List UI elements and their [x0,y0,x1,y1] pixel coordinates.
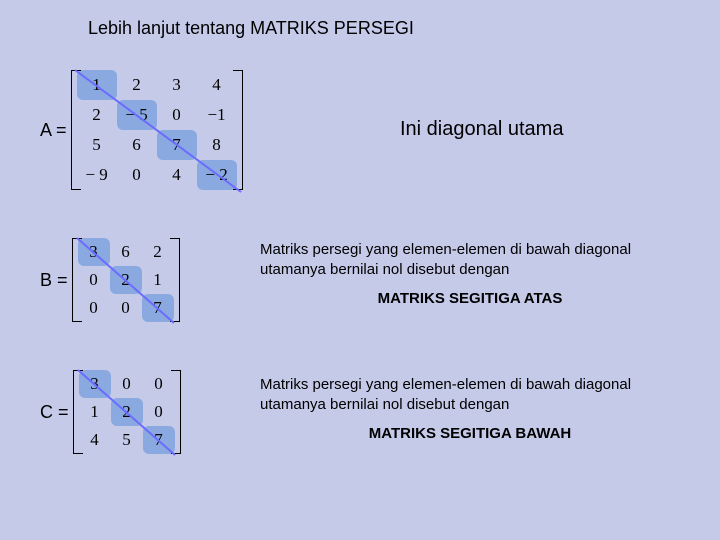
desc-b-main: Matriks persegi yang elemen-elemen di ba… [260,240,680,281]
matrix-cell: 0 [117,160,157,190]
page-title: Lebih lanjut tentang MATRIKS PERSEGI [88,18,414,39]
matrix-cell: − 9 [77,160,117,190]
matrix-cell: 5 [111,426,143,454]
matrix-cell: 0 [111,370,143,398]
desc-c-main: Matriks persegi yang elemen-elemen di ba… [260,375,680,416]
note-diagonal-utama: Ini diagonal utama [400,118,563,141]
matrix-cell: 4 [79,426,111,454]
matrix-b: 362021007 [78,238,174,322]
matrix-cell: 1 [77,70,117,100]
matrix-cell: 4 [197,70,237,100]
matrix-cell: 6 [110,238,142,266]
desc-b-sub: MATRIKS SEGITIGA ATAS [260,289,680,309]
matrix-a: 12342− 50−15678− 904− 2 [77,70,237,190]
matrix-cell: 3 [78,238,110,266]
matrix-cell: 8 [197,130,237,160]
matrix-cell: 0 [78,266,110,294]
matrix-cell: − 2 [197,160,237,190]
matrix-cell: 4 [157,160,197,190]
matrix-c-row: C = 300120457 [40,370,175,454]
matrix-c-label: C = [40,402,69,423]
matrix-cell: 2 [117,70,157,100]
bracket-right-icon [170,238,180,322]
bracket-left-icon [72,238,82,322]
matrix-a-label: A = [40,120,67,141]
desc-c-sub: MATRIKS SEGITIGA BAWAH [260,424,680,444]
matrix-cell: 0 [157,100,197,130]
matrix-cell: 5 [77,130,117,160]
bracket-left-icon [73,370,83,454]
matrix-cell: 6 [117,130,157,160]
matrix-cell: −1 [197,100,237,130]
matrix-cell: 3 [79,370,111,398]
bracket-left-icon [71,70,81,190]
desc-c: Matriks persegi yang elemen-elemen di ba… [260,375,680,444]
matrix-cell: 0 [78,294,110,322]
bracket-right-icon [171,370,181,454]
matrix-cell: 2 [110,266,142,294]
matrix-cell: 7 [157,130,197,160]
matrix-cell: 0 [110,294,142,322]
matrix-cell: − 5 [117,100,157,130]
matrix-b-row: B = 362021007 [40,238,174,322]
matrix-cell: 2 [111,398,143,426]
matrix-c: 300120457 [79,370,175,454]
matrix-a-row: A = 12342− 50−15678− 904− 2 [40,70,237,190]
matrix-cell: 1 [79,398,111,426]
matrix-cell: 3 [157,70,197,100]
matrix-b-label: B = [40,270,68,291]
bracket-right-icon [233,70,243,190]
desc-b: Matriks persegi yang elemen-elemen di ba… [260,240,680,309]
matrix-cell: 2 [77,100,117,130]
